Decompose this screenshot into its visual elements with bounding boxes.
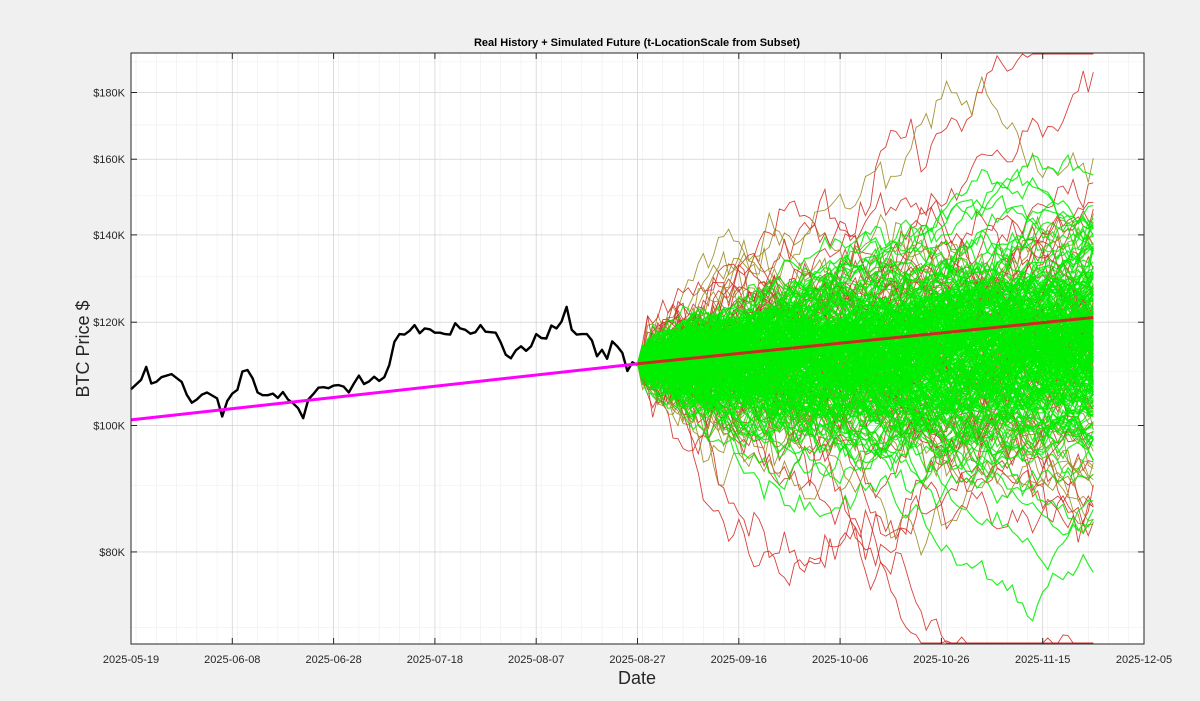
- simulated-path: [636, 223, 1094, 375]
- series-line-trend_fit: [130, 362, 638, 422]
- x-tick-label: 2025-10-26: [913, 654, 969, 666]
- y-tick-label: $140K: [93, 230, 125, 242]
- simulated-path: [636, 342, 1094, 394]
- chart-title: Real History + Simulated Future (t-Locat…: [474, 37, 800, 49]
- simulated-path-tail: [637, 352, 1094, 644]
- y-tick-label: $160K: [93, 154, 125, 166]
- y-tick-label: $180K: [93, 88, 125, 100]
- x-tick-label: 2025-10-06: [812, 654, 868, 666]
- simulated-path: [637, 309, 1094, 446]
- simulated-path: [637, 324, 1094, 380]
- simulated-path: [637, 327, 1094, 403]
- simulated-path: [637, 330, 1094, 441]
- simulated-path: [637, 280, 1094, 365]
- series-lines: [130, 305, 1094, 422]
- x-tick-label: 2025-08-07: [508, 654, 564, 666]
- axis-ticks: 2025-05-19 2025-06-08 2025-06-28 2025-07-18…: [93, 53, 1172, 666]
- y-tick-label: $120K: [93, 317, 125, 329]
- simulated-path-tail: [637, 363, 1094, 560]
- series-line-real_history: [130, 305, 639, 420]
- simulated-path: [636, 286, 1094, 366]
- y-axis-label: BTC Price $: [73, 300, 93, 397]
- x-tick-label: 2025-06-28: [305, 654, 361, 666]
- series-line-simulation_median: [637, 316, 1094, 366]
- simulated-path: [636, 322, 1094, 415]
- simulated-path-tail: [637, 75, 1094, 379]
- x-tick-label: 2025-12-05: [1116, 654, 1172, 666]
- simulated-path: [637, 279, 1094, 383]
- simulated-path: [636, 363, 1094, 497]
- y-tick-label: $100K: [93, 421, 125, 433]
- simulated-path: [637, 349, 1094, 430]
- simulated-path-tail: [637, 53, 1094, 377]
- simulation-paths: [636, 53, 1094, 644]
- simulated-path: [637, 357, 1094, 415]
- x-tick-label: 2025-07-18: [407, 654, 463, 666]
- simulated-path: [637, 313, 1094, 405]
- x-axis-label: Date: [618, 668, 656, 688]
- simulated-path: [636, 357, 1094, 458]
- x-tick-label: 2025-06-08: [204, 654, 260, 666]
- simulated-path: [637, 267, 1094, 367]
- x-tick-label: 2025-05-19: [103, 654, 159, 666]
- simulated-path: [637, 342, 1094, 482]
- simulated-path: [637, 329, 1094, 536]
- x-tick-label: 2025-09-16: [711, 654, 767, 666]
- simulated-path: [637, 313, 1094, 465]
- simulated-path-tail: [637, 363, 1094, 557]
- x-tick-label: 2025-08-27: [609, 654, 665, 666]
- y-tick-label: $80K: [99, 547, 125, 559]
- simulated-path: [637, 295, 1094, 398]
- x-tick-label: 2025-11-15: [1015, 654, 1070, 666]
- simulated-path: [637, 314, 1094, 398]
- simulated-path: [636, 322, 1094, 379]
- simulated-path-tail: [637, 178, 1094, 368]
